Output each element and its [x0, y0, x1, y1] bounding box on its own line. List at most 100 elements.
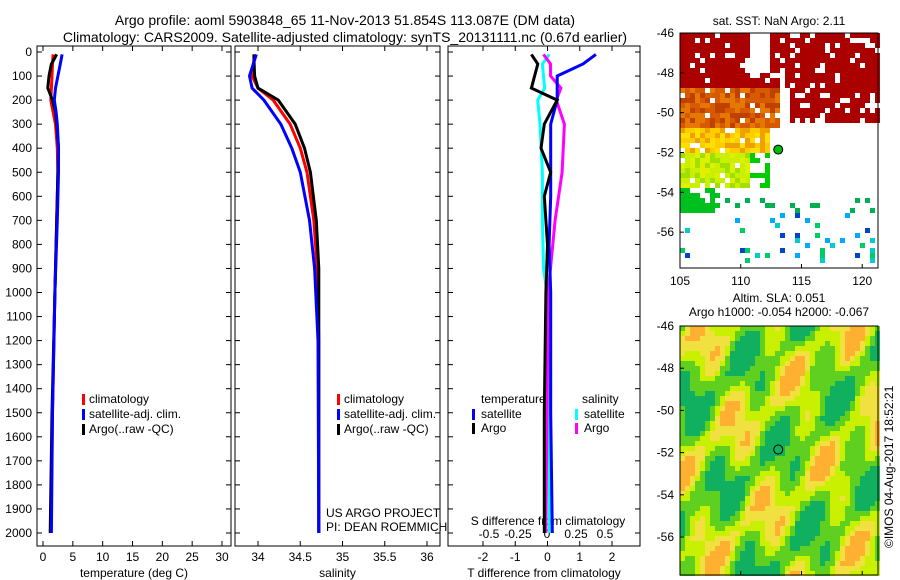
map-cell: [785, 446, 790, 451]
map-cell: [825, 486, 830, 491]
map-cell: [865, 371, 870, 376]
map-cell: [730, 326, 735, 331]
map-cell: [815, 556, 820, 561]
map-cell: [775, 98, 780, 103]
map-cell: [720, 571, 725, 576]
map-cell: [830, 451, 835, 456]
map-cell: [695, 336, 700, 341]
map-cell: [805, 536, 810, 541]
map-cell: [795, 456, 800, 461]
map-cell: [795, 381, 800, 386]
map-cell: [720, 341, 725, 346]
map-cell: [720, 391, 725, 396]
map-cell: [760, 556, 765, 561]
map-cell: [790, 541, 795, 546]
map-cell: [710, 178, 715, 183]
map-cell: [855, 336, 860, 341]
map-cell: [835, 118, 840, 123]
map-cell: [685, 546, 690, 551]
map-cell: [825, 451, 830, 456]
map-cell: [820, 571, 825, 576]
map-cell: [775, 123, 780, 128]
map-cell: [695, 551, 700, 556]
map-cell: [690, 451, 695, 456]
map-cell: [870, 546, 875, 551]
legend-label: Argo: [481, 421, 507, 435]
map-cell: [700, 366, 705, 371]
map-cell: [705, 486, 710, 491]
map-cell: [780, 63, 785, 68]
map-cell: [860, 396, 865, 401]
map-cell: [840, 93, 845, 98]
map-cell: [715, 431, 720, 436]
profile-panel-0: 0 5 10 15 20 25 300100200300400500600700800900…: [5, 45, 232, 580]
map-cell: [770, 203, 775, 208]
map-cell: [855, 33, 860, 38]
map-cell: [745, 476, 750, 481]
map-cell: [845, 541, 850, 546]
map-cell: [705, 541, 710, 546]
map-cell: [770, 431, 775, 436]
map-cell: [790, 386, 795, 391]
map-cell: [740, 571, 745, 576]
map-cell: [780, 416, 785, 421]
map-cell: [705, 496, 710, 501]
map-cell: [740, 73, 745, 78]
map-cell: [855, 253, 860, 258]
map-cell: [795, 446, 800, 451]
map-cell: [740, 491, 745, 496]
map-cell: [845, 63, 850, 68]
map-cell: [770, 421, 775, 426]
map-cell: [710, 481, 715, 486]
map-cell: [700, 336, 705, 341]
map-cell: [800, 386, 805, 391]
map-cell: [720, 506, 725, 511]
map-cell: [735, 98, 740, 103]
map-cell: [825, 536, 830, 541]
map-cell: [725, 456, 730, 461]
y-tick-label: 700: [12, 213, 32, 227]
map-cell: [815, 58, 820, 63]
map-cell: [865, 331, 870, 336]
y-tick-label: 500: [12, 165, 32, 179]
map-cell: [715, 391, 720, 396]
map-cell: [685, 53, 690, 58]
map-cell: [745, 108, 750, 113]
map-cell: [740, 128, 745, 133]
map-cell: [730, 331, 735, 336]
legend-swatch: [337, 409, 340, 420]
map-cell: [750, 456, 755, 461]
map-cell: [765, 183, 770, 188]
map-cell: [685, 371, 690, 376]
map-cell: [845, 481, 850, 486]
map-cell: [760, 78, 765, 83]
map-cell: [775, 526, 780, 531]
map-cell: [745, 461, 750, 466]
map-cell: [795, 233, 800, 238]
map-cell: [810, 361, 815, 366]
map-cell: [770, 38, 775, 43]
map-cell: [860, 411, 865, 416]
map-cell: [830, 536, 835, 541]
map-cell: [810, 531, 815, 536]
map-cell: [765, 516, 770, 521]
map-cell: [680, 113, 685, 118]
map-cell: [855, 416, 860, 421]
map-cell: [865, 336, 870, 341]
map-cell: [830, 98, 835, 103]
map-cell: [760, 381, 765, 386]
map-cell: [745, 341, 750, 346]
map-cell: [830, 356, 835, 361]
x-tick-label: 20: [156, 550, 170, 564]
map-cell: [760, 466, 765, 471]
map-cell: [740, 546, 745, 551]
map-cell: [810, 526, 815, 531]
map-cell: [840, 331, 845, 336]
map-cell: [820, 476, 825, 481]
map-cell: [735, 406, 740, 411]
map-cell: [785, 456, 790, 461]
map-cell: [775, 571, 780, 576]
map-cell: [845, 73, 850, 78]
map-cell: [710, 351, 715, 356]
